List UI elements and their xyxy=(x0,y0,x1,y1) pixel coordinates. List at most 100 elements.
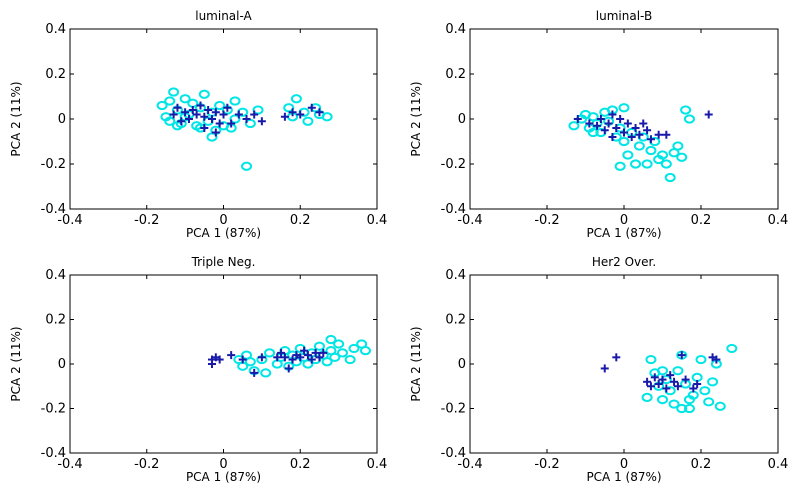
data-point-plus xyxy=(307,103,316,112)
data-point-circle xyxy=(325,334,337,345)
data-point-circle xyxy=(695,354,707,365)
data-point-circle xyxy=(168,87,180,97)
data-point-circle xyxy=(164,116,176,126)
data-point-plus xyxy=(284,364,293,373)
data-point-plus xyxy=(620,128,628,137)
data-point-circle xyxy=(683,395,695,405)
data-point-circle xyxy=(657,395,668,405)
y-axis-label: PCA 2 (11%) xyxy=(409,326,423,401)
data-point-circle xyxy=(676,403,688,414)
data-point-circle xyxy=(156,100,168,111)
data-point-plus xyxy=(689,384,698,393)
y-tick-label: 0.2 xyxy=(445,313,466,328)
data-point-plus xyxy=(280,112,289,121)
data-point-plus xyxy=(280,353,289,362)
data-point-circle xyxy=(660,159,672,169)
data-point-circle xyxy=(668,399,680,409)
data-point-plus xyxy=(319,348,328,357)
x-tick-label: -0.4 xyxy=(57,457,82,472)
data-point-plus xyxy=(303,351,312,360)
data-point-plus xyxy=(211,108,220,117)
data-point-circle xyxy=(703,397,715,407)
data-point-circle xyxy=(680,105,692,115)
data-point-plus xyxy=(585,119,594,128)
data-point-plus xyxy=(169,110,178,119)
data-point-plus xyxy=(673,382,682,391)
x-tick-label: -0.4 xyxy=(457,213,482,228)
y-tick-label: 0.4 xyxy=(445,268,466,283)
data-point-plus xyxy=(662,130,671,139)
data-point-plus xyxy=(242,115,251,123)
data-point-circle xyxy=(657,150,668,160)
y-tick-label: -0.4 xyxy=(441,202,466,217)
data-point-plus xyxy=(250,368,259,377)
data-point-plus xyxy=(200,124,209,132)
data-point-plus xyxy=(681,375,690,384)
y-tick-label: 0.2 xyxy=(45,67,66,82)
y-tick-label: -0.2 xyxy=(41,157,66,172)
data-point-circle xyxy=(179,94,191,104)
y-tick-label: 0.2 xyxy=(45,313,66,328)
x-tick-label: -0.2 xyxy=(134,457,159,472)
data-point-circle xyxy=(260,368,272,378)
data-point-plus xyxy=(666,371,675,380)
x-tick-label: 0 xyxy=(620,457,628,472)
data-point-circle xyxy=(676,152,688,162)
data-point-plus xyxy=(181,108,190,117)
data-point-plus xyxy=(627,133,636,141)
y-tick-label: 0.4 xyxy=(445,22,466,37)
data-point-plus xyxy=(227,119,236,128)
x-tick-label: 0.4 xyxy=(367,457,388,472)
data-point-plus xyxy=(257,353,266,362)
x-tick-label: -0.2 xyxy=(534,457,559,472)
data-point-plus xyxy=(177,117,186,126)
x-tick-label: 0.4 xyxy=(768,213,789,228)
data-point-plus xyxy=(257,117,266,126)
x-tick-label: 0.2 xyxy=(691,213,712,228)
data-point-circle xyxy=(229,96,241,106)
data-point-plus xyxy=(227,351,236,360)
data-point-plus xyxy=(631,124,640,132)
data-point-plus xyxy=(196,101,205,110)
data-point-circle xyxy=(321,112,333,122)
data-point-plus xyxy=(658,375,667,384)
plot-frame xyxy=(469,274,779,454)
data-point-plus xyxy=(646,135,655,144)
x-axis-label: PCA 1 (87%) xyxy=(586,470,661,484)
data-point-plus xyxy=(623,119,632,128)
data-point-plus xyxy=(250,110,259,119)
data-point-plus xyxy=(238,355,247,364)
data-point-plus xyxy=(192,110,201,119)
data-point-circle xyxy=(645,354,657,365)
data-point-circle xyxy=(359,346,371,356)
y-tick-label: 0 xyxy=(458,357,466,372)
y-tick-label: 0.4 xyxy=(45,268,66,283)
panel-2: -0.4 -0.2 0 0.2 0.4 0.4 0.2 0 -0.2 -0.4 luminal-B P… xyxy=(409,9,788,240)
data-point-circle xyxy=(664,172,676,183)
data-point-circle xyxy=(645,145,657,156)
data-point-circle xyxy=(568,121,580,131)
panel-3: -0.4 -0.2 0 0.2 0.4 0.4 0.2 0 -0.2 -0.4 Triple Neg… xyxy=(9,255,387,484)
x-tick-label: 0 xyxy=(620,213,628,228)
data-point-plus xyxy=(288,108,297,117)
data-point-circle xyxy=(329,352,341,362)
x-tick-label: 0.4 xyxy=(768,457,789,472)
data-point-circle xyxy=(618,103,630,113)
data-point-plus xyxy=(612,124,621,132)
data-point-plus xyxy=(315,353,324,362)
data-point-plus xyxy=(184,115,193,123)
data-point-plus xyxy=(315,108,324,117)
x-tick-label: -0.4 xyxy=(457,457,482,472)
data-point-plus xyxy=(643,377,652,386)
data-point-plus xyxy=(207,115,216,123)
data-point-circle xyxy=(726,343,738,354)
data-point-circle xyxy=(630,159,642,169)
data-point-circle xyxy=(214,100,226,111)
y-tick-label: -0.4 xyxy=(41,202,66,217)
data-point-plus xyxy=(654,130,663,139)
x-tick-label: 0 xyxy=(219,213,227,228)
x-tick-label: -0.2 xyxy=(534,213,559,228)
y-tick-label: 0.4 xyxy=(45,22,66,37)
data-point-circle xyxy=(333,339,345,349)
data-point-plus xyxy=(639,119,648,128)
